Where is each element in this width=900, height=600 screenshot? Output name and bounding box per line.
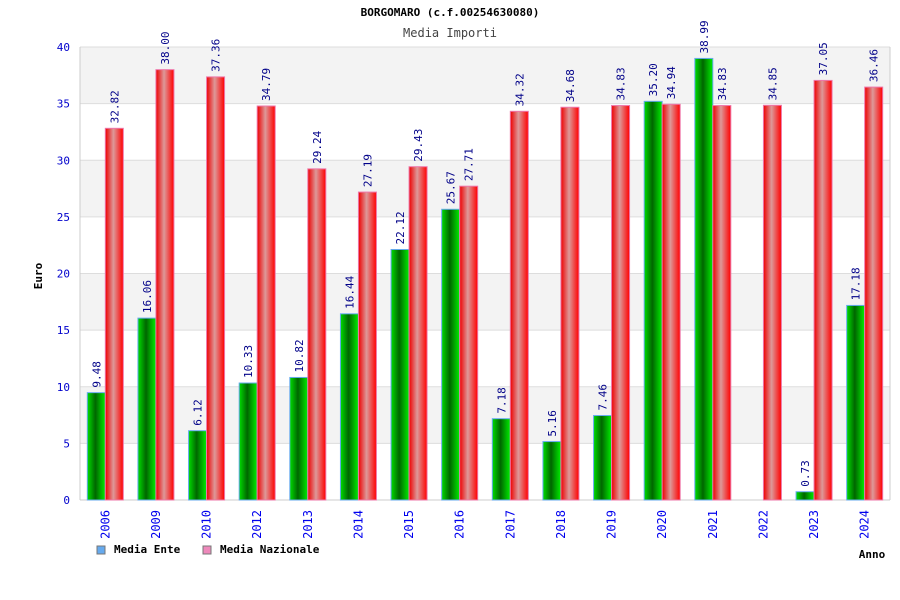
bar-ente — [593, 415, 613, 501]
data-label: 10.82 — [293, 339, 306, 372]
bar-nazionale — [408, 166, 428, 501]
legend: Media Ente Media Nazionale — [96, 543, 320, 556]
x-tick-label: 2010 — [200, 510, 214, 539]
bar-ente — [643, 100, 663, 501]
x-tick-label: 2016 — [453, 510, 467, 539]
chart-title: BORGOMARO (c.f.00254630080) — [361, 6, 540, 19]
x-tick-label: 2006 — [98, 510, 112, 539]
y-tick-label: 20 — [57, 268, 70, 281]
bar-ente — [491, 418, 511, 501]
data-label: 32.82 — [108, 90, 121, 123]
y-tick-label: 15 — [57, 324, 70, 337]
data-label: 34.83 — [615, 67, 628, 100]
bar-ente — [339, 313, 359, 501]
data-label: 34.83 — [716, 67, 729, 100]
data-label: 34.85 — [766, 67, 779, 100]
data-label: 7.46 — [597, 384, 610, 411]
data-label: 34.68 — [564, 69, 577, 102]
x-tick-label: 2021 — [706, 510, 720, 539]
data-label: 0.73 — [799, 460, 812, 487]
data-label: 29.43 — [412, 129, 425, 162]
data-label: 7.18 — [495, 387, 508, 414]
bar-ente — [795, 491, 815, 501]
bar-nazionale — [459, 185, 479, 501]
data-label: 6.12 — [192, 399, 205, 426]
bar-nazionale — [864, 86, 884, 501]
data-label: 5.16 — [546, 410, 559, 437]
data-label: 27.71 — [463, 148, 476, 181]
bar-nazionale — [712, 105, 732, 501]
chart-subtitle: Media Importi — [403, 26, 497, 40]
x-tick-label: 2015 — [402, 510, 416, 539]
bar-nazionale — [307, 168, 327, 501]
bar-ente — [441, 208, 461, 501]
bar-nazionale — [206, 76, 226, 501]
bar-nazionale — [509, 110, 529, 501]
bar-ente — [846, 304, 866, 501]
x-tick-label: 2024 — [858, 510, 872, 539]
data-label: 29.24 — [311, 130, 324, 163]
data-label: 34.32 — [513, 73, 526, 106]
data-label: 17.18 — [850, 267, 863, 300]
y-tick-label: 5 — [63, 437, 70, 450]
bar-nazionale — [104, 127, 124, 501]
x-tick-label: 2022 — [756, 510, 770, 539]
data-label: 16.44 — [343, 275, 356, 308]
y-axis-label: Euro — [32, 262, 45, 289]
data-label: 10.33 — [242, 345, 255, 378]
y-tick-label: 25 — [57, 211, 70, 224]
data-label: 9.48 — [90, 361, 103, 388]
bar-ente — [542, 441, 562, 501]
data-label: 34.79 — [260, 68, 273, 101]
bar-ente — [137, 317, 157, 501]
bar-nazionale — [560, 106, 580, 501]
bar-nazionale — [661, 103, 681, 501]
bar-nazionale — [155, 69, 175, 501]
bar-nazionale — [762, 104, 782, 501]
data-label: 22.12 — [394, 211, 407, 244]
x-tick-label: 2017 — [503, 510, 517, 539]
bar-ente — [86, 392, 106, 501]
legend-label-nazionale: Media Nazionale — [220, 543, 320, 556]
x-tick-label: 2012 — [250, 510, 264, 539]
legend-label-ente: Media Ente — [114, 543, 181, 556]
bar-nazionale — [357, 191, 377, 501]
y-tick-label: 30 — [57, 154, 70, 167]
data-label: 34.94 — [665, 66, 678, 99]
y-tick-label: 10 — [57, 381, 70, 394]
data-label: 25.67 — [445, 171, 458, 204]
data-label: 16.06 — [141, 280, 154, 313]
data-label: 38.00 — [159, 32, 172, 65]
bar-ente — [238, 382, 258, 501]
x-tick-label: 2009 — [149, 510, 163, 539]
y-tick-label: 35 — [57, 98, 70, 111]
data-label: 38.99 — [698, 20, 711, 53]
bar-nazionale — [256, 105, 276, 501]
data-label: 37.36 — [210, 39, 223, 72]
x-tick-label: 2014 — [351, 510, 365, 539]
data-label: 36.46 — [868, 49, 881, 82]
x-axis-label: Anno — [859, 548, 886, 561]
y-tick-label: 0 — [63, 494, 70, 507]
x-tick-label: 2018 — [554, 510, 568, 539]
bar-ente — [694, 57, 714, 501]
data-label: 37.05 — [817, 42, 830, 75]
data-label: 27.19 — [361, 154, 374, 187]
bar-ente — [390, 248, 410, 501]
legend-swatch-ente — [96, 545, 106, 555]
x-tick-label: 2020 — [655, 510, 669, 539]
y-tick-label: 40 — [57, 41, 70, 54]
x-tick-label: 2013 — [301, 510, 315, 539]
bar-ente — [188, 430, 208, 501]
data-label: 35.20 — [647, 63, 660, 96]
legend-swatch-nazionale — [202, 545, 212, 555]
bar-nazionale — [611, 105, 631, 501]
x-tick-label: 2019 — [605, 510, 619, 539]
x-tick-label: 2023 — [807, 510, 821, 539]
bar-ente — [289, 376, 309, 501]
bar-nazionale — [813, 79, 833, 501]
